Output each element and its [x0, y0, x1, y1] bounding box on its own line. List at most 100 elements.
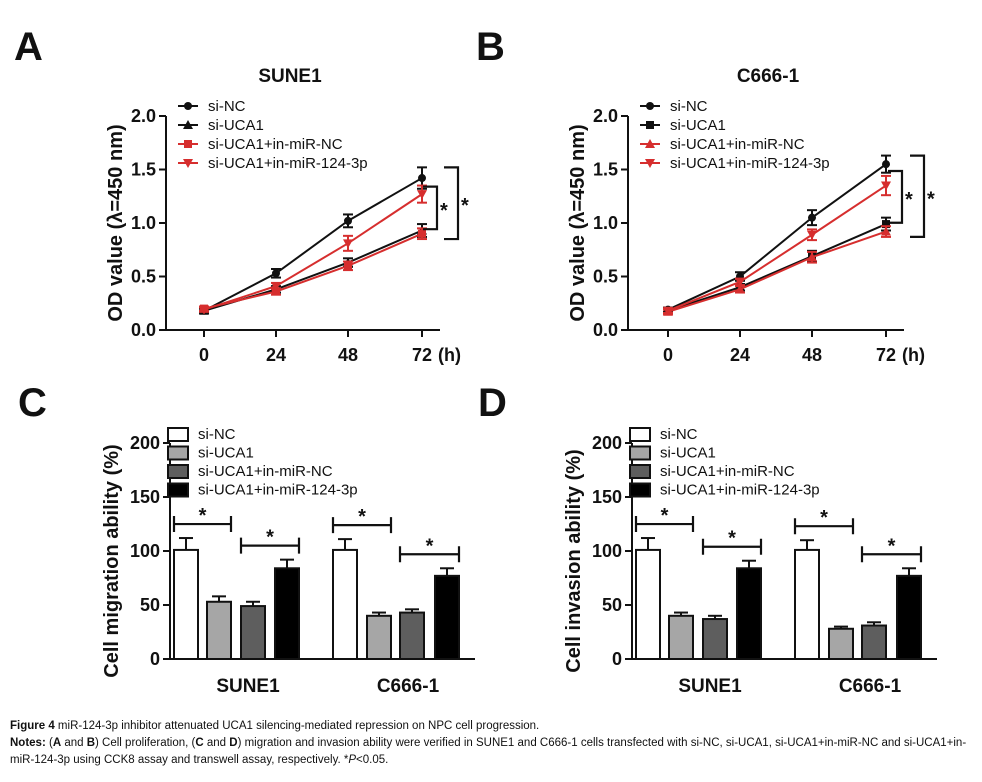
- legend-label: si-NC: [208, 98, 246, 115]
- x-tick-label: 24: [266, 345, 286, 365]
- notes-text: (: [45, 737, 53, 749]
- legend-marker: [183, 159, 193, 168]
- notes-ref-c: C: [195, 737, 204, 749]
- significance-star: *: [440, 200, 448, 222]
- data-point: [199, 305, 209, 315]
- series-line: [203, 193, 423, 311]
- legend-label: si-UCA1+in-miR-NC: [670, 136, 805, 153]
- bar: [173, 548, 199, 660]
- panel-letter: C: [18, 381, 47, 425]
- data-point: [882, 160, 890, 169]
- y-axis-label: Cell invasion ability (%): [563, 449, 585, 672]
- legend-label: si-NC: [660, 426, 698, 443]
- legend-label: si-UCA1+in-miR-NC: [660, 463, 795, 480]
- significance-bracket: [860, 546, 923, 563]
- figure-title-text: miR-124-3p inhibitor attenuated UCA1 sil…: [54, 720, 540, 732]
- data-point: [343, 239, 353, 249]
- y-tick-label: 150: [130, 487, 160, 507]
- y-tick-label: 2.0: [131, 106, 156, 126]
- x-category-label: SUNE1: [216, 676, 280, 697]
- bar: [366, 614, 392, 660]
- series-line: [667, 163, 887, 311]
- legend-label: si-UCA1: [670, 117, 726, 134]
- bar: [434, 574, 460, 661]
- legend-marker: [645, 159, 655, 168]
- series-line: [667, 184, 887, 312]
- legend-label: si-UCA1+in-miR-124-3p: [198, 482, 358, 499]
- data-point: [272, 287, 280, 296]
- series-line: [667, 223, 887, 312]
- notes-p-italic: P: [348, 754, 357, 766]
- data-point: [807, 252, 817, 262]
- x-category-label: SUNE1: [678, 676, 742, 697]
- legend-swatch: [629, 464, 651, 479]
- x-tick-label: 72: [876, 345, 896, 365]
- notes-text: ) migration and invasion ability were ve…: [10, 737, 967, 766]
- x-category-label: C666-1: [839, 676, 902, 697]
- data-point: [808, 213, 816, 222]
- legend-marker: [184, 102, 192, 110]
- significance-bracket: [634, 516, 695, 533]
- bar: [861, 624, 887, 661]
- bar-chart-d: D 0 50 100 150 200 SUNE1 C666-1 Cell invasion ab…: [478, 381, 937, 697]
- bar: [240, 605, 266, 661]
- significance-star: *: [728, 528, 736, 550]
- significance-bracket: [444, 166, 460, 241]
- y-axis-label: OD value (λ=450 nm): [105, 124, 127, 321]
- bar: [794, 548, 820, 660]
- series-line: [203, 177, 423, 312]
- x-tick-label: 72: [412, 345, 432, 365]
- chart-title: C666-1: [737, 66, 800, 87]
- legend-label: si-UCA1+in-miR-124-3p: [670, 155, 830, 172]
- significance-star: *: [266, 527, 274, 549]
- data-point: [418, 229, 426, 238]
- significance-star: *: [888, 535, 896, 557]
- notes-text: and: [203, 737, 230, 749]
- series-line: [667, 230, 887, 313]
- y-tick-label: 0.0: [593, 320, 618, 340]
- significance-bracket: [398, 546, 461, 563]
- significance-bracket: [701, 538, 763, 555]
- legend-label: si-UCA1: [660, 445, 716, 462]
- data-point: [417, 190, 427, 200]
- y-tick-label: 50: [140, 595, 160, 615]
- data-point: [663, 306, 673, 316]
- line-chart-b: B C666-1 0.0 0.5 1.0 1.5 2.0 0 24 48 72 (h) OD value…: [476, 25, 935, 365]
- notes-text: and: [61, 737, 87, 749]
- y-tick-label: 2.0: [593, 106, 618, 126]
- y-tick-label: 100: [130, 541, 160, 561]
- significance-bracket: [423, 185, 439, 231]
- data-point: [881, 181, 891, 191]
- significance-bracket: [331, 517, 393, 534]
- significance-bracket: [888, 169, 904, 224]
- bar-chart-c: C 0 50 100 150 200 SUNE1 C666-1 Cell migration a…: [18, 381, 475, 697]
- significance-star: *: [927, 188, 935, 210]
- legend-marker: [646, 102, 654, 110]
- notes-ref-a: A: [52, 737, 62, 749]
- figure-canvas: A SUNE1 0.0 0.5 1.0 1.5 2.0 0 24 48 72 (h) OD value …: [14, 25, 937, 697]
- y-tick-label: 200: [592, 433, 622, 453]
- legend-marker: [645, 139, 655, 148]
- y-tick-label: 100: [592, 541, 622, 561]
- legend-label: si-UCA1: [198, 445, 254, 462]
- significance-bracket: [793, 518, 855, 535]
- x-tick-label: 48: [338, 345, 358, 365]
- bar: [736, 567, 762, 661]
- data-point: [344, 216, 352, 225]
- legend-marker: [184, 140, 192, 148]
- significance-star: *: [905, 189, 913, 211]
- notes-ref-d: D: [229, 737, 238, 749]
- y-tick-label: 0.5: [593, 267, 618, 287]
- significance-star: *: [461, 195, 469, 217]
- data-point: [344, 261, 352, 270]
- chart-title: SUNE1: [258, 66, 322, 87]
- notes-text: ) Cell proliferation, (: [95, 737, 196, 749]
- panel-letter: D: [478, 381, 507, 425]
- bar: [206, 600, 232, 661]
- legend-label: si-NC: [670, 98, 708, 115]
- significance-bracket: [239, 537, 301, 554]
- y-tick-label: 0: [150, 649, 160, 669]
- figure-caption: Figure 4 miR-124-3p inhibitor attenuated…: [10, 718, 972, 769]
- y-tick-label: 50: [602, 595, 622, 615]
- y-tick-label: 0.5: [131, 267, 156, 287]
